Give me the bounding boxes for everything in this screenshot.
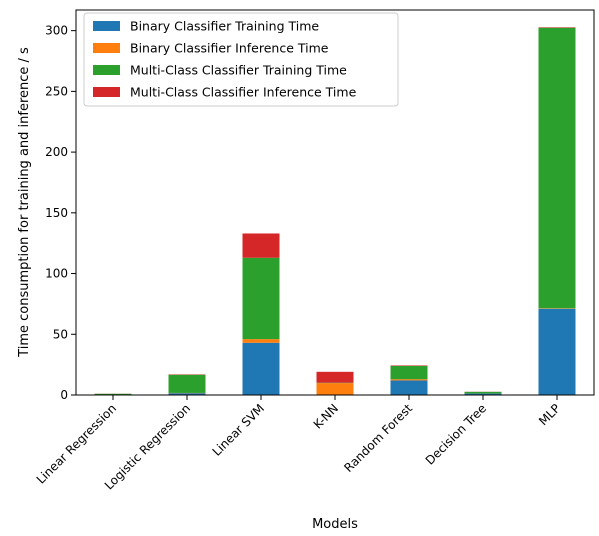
x-tick-label: Logistic Regression [102,401,193,492]
y-tick-label: 100 [45,267,68,281]
bar-0-5 [464,393,502,395]
bar-0-6 [538,308,576,395]
legend-swatch [93,43,120,53]
bar-1-2 [242,339,280,343]
x-tick-label: Linear Regression [34,401,119,486]
bar-0-2 [242,342,280,395]
bar-2-6 [538,27,576,309]
y-axis: 0 50 100 150 200 250 300 [45,24,76,402]
y-tick-label: 300 [45,24,68,38]
bar-2-0 [94,393,132,395]
bar-1-3 [316,383,354,395]
bar-2-2 [242,257,280,340]
x-tick-label: Linear SVM [210,401,267,458]
y-tick-label: 150 [45,206,68,220]
bar-0-4 [390,380,428,395]
legend-label: Multi-Class Classifier Inference Time [130,85,357,100]
x-tick-label: MLP [536,401,563,428]
x-axis-label: Models [312,517,358,532]
y-tick-label: 250 [45,84,68,98]
bar-3-3 [316,371,354,383]
y-tick-label: 0 [60,388,68,402]
legend-label: Multi-Class Classifier Training Time [130,63,347,78]
bar-1-4 [390,379,428,381]
legend-swatch [93,21,120,31]
y-tick-label: 200 [45,145,68,159]
bar-2-5 [464,391,502,394]
x-tick-label: Decision Tree [423,401,489,467]
bar-0-1 [168,393,206,395]
bars-layer [94,27,576,395]
bar-2-1 [168,374,206,393]
legend-label: Binary Classifier Training Time [130,19,319,34]
legend: Binary Classifier Training Time Binary Cl… [83,12,399,107]
legend-swatch [93,87,120,97]
bar-3-2 [242,233,280,258]
y-tick-label: 50 [53,327,68,341]
bar-2-4 [390,365,428,380]
x-tick-label: K-NN [311,401,341,431]
legend-box [83,12,399,107]
x-tick-label: Random Forest [341,401,415,475]
legend-label: Binary Classifier Inference Time [130,41,329,56]
legend-swatch [93,65,120,75]
y-axis-label: Time consumption for training and infere… [17,47,32,358]
